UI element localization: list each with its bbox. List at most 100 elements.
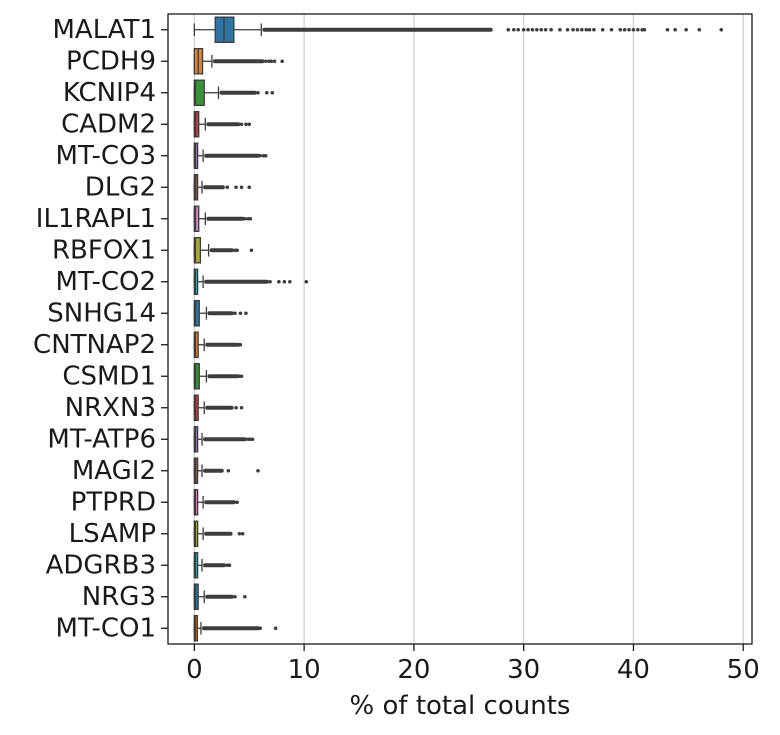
outlier-KCNIP4-0 [256,90,260,95]
outlier-MAGI2-0 [226,468,231,473]
box-plot-series [193,16,724,642]
outlier-MALAT1-13 [575,27,580,32]
x-tick-label-0: 0 [186,655,203,685]
y-tick-label-MAGI2: MAGI2 [72,456,156,486]
box-PCDH9 [193,48,284,75]
outlier-MT-CO2-1 [277,279,281,284]
box-iqr-IL1RAPL1 [193,205,200,232]
outlier-MALAT1-18 [600,27,605,32]
outlier-MT-CO3-0 [258,153,263,158]
outlier-MALAT1-29 [684,27,688,32]
outlier-PCDH9-3 [272,59,277,64]
outlier-MT-CO2-3 [288,279,292,284]
box-MAGI2 [193,457,260,484]
outlier-SNHG14-0 [233,311,237,316]
outlier-CNTNAP2-0 [238,342,243,347]
outlier-MALAT1-0 [506,27,511,32]
outlier-MT-CO1-0 [258,626,263,631]
outlier-RBFOX1-2 [249,248,254,253]
outlier-MT-CO2-4 [304,279,309,284]
outlier-NRXN3-1 [239,405,244,410]
outlier-MALAT1-27 [665,27,670,32]
outlier-MALAT1-14 [580,27,584,32]
y-tick-label-LSAMP: LSAMP [69,519,156,549]
outlier-MALAT1-4 [526,27,530,32]
y-tick-label-MALAT1: MALAT1 [53,15,157,45]
box-MT-CO2 [193,268,309,295]
outlier-CADM2-2 [247,122,252,127]
outlier-SNHG14-2 [244,311,248,316]
outlier-CADM2-0 [239,122,244,127]
y-tick-label-NRG3: NRG3 [82,582,156,612]
y-tick-label-ADGRB3: ADGRB3 [46,550,156,580]
outlier-MALAT1-16 [587,27,592,32]
y-tick-label-PCDH9: PCDH9 [66,46,156,76]
outlier-CSMD1-1 [239,374,244,379]
y-tick-label-MT-CO3: MT-CO3 [56,141,156,171]
outlier-IL1RAPL1-2 [248,216,253,221]
box-KCNIP4 [193,79,275,107]
outlier-MALAT1-6 [535,27,539,32]
outlier-MT-CO2-2 [282,279,287,284]
box-IL1RAPL1 [193,205,253,232]
outlier-PTPRD-0 [235,500,239,505]
box-iqr-NRXN3 [193,394,199,421]
box-iqr-NRG3 [193,583,199,611]
outlier-MALAT1-28 [673,27,677,32]
outlier-MALAT1-19 [609,27,614,32]
x-tick-label-10: 10 [288,655,321,685]
outlier-MALAT1-31 [719,27,724,32]
x-tick-label-40: 40 [617,655,650,685]
outlier-MALAT1-23 [631,27,636,32]
y-tick-label-SNHG14: SNHG14 [47,298,156,328]
plot-frame [167,13,753,645]
outlier-SNHG14-1 [238,311,243,316]
box-iqr-CADM2 [193,111,200,138]
outlier-MT-CO3-2 [263,153,268,158]
outlier-MALAT1-21 [622,27,627,32]
outlier-MALAT1-15 [584,27,589,32]
box-RBFOX1 [193,236,254,264]
box-iqr-CNTNAP2 [193,331,199,358]
outlier-ADGRB3-1 [227,563,232,568]
outlier-MALAT1-5 [530,27,535,32]
y-axis-ticks: MALAT1PCDH9KCNIP4CADM2MT-CO3DLG2IL1RAPL1… [33,15,168,643]
outlier-MALAT1-26 [642,27,647,32]
outlier-LSAMP-1 [240,531,245,536]
outlier-MALAT1-20 [618,27,623,32]
box-MT-ATP6 [193,425,255,453]
outlier-MALAT1-10 [558,27,562,32]
outlier-NRG3-1 [243,594,247,599]
y-tick-label-CADM2: CADM2 [61,109,156,139]
outlier-MALAT1-30 [697,27,702,32]
outlier-MALAT1-12 [571,27,575,32]
outlier-MT-ATP6-2 [250,437,255,442]
box-MT-CO1 [193,615,278,642]
outlier-MALAT1-3 [521,27,526,32]
outlier-PCDH9-0 [263,59,268,64]
y-tick-label-MT-CO1: MT-CO1 [56,613,156,643]
box-SNHG14 [193,299,248,327]
y-tick-label-PTPRD: PTPRD [71,487,156,517]
outlier-MT-CO1-1 [273,626,278,631]
outlier-MALAT1-17 [592,27,596,32]
x-axis-label: % of total counts [350,691,571,721]
outlier-MALAT1-8 [543,27,548,32]
x-tick-label-50: 50 [727,655,760,685]
box-ADGRB3 [193,552,232,579]
box-iqr-KCNIP4 [193,79,205,107]
box-iqr-RBFOX1 [193,236,202,264]
box-LSAMP [193,520,245,548]
box-MALAT1 [193,16,724,44]
box-iqr-SNHG14 [193,299,200,327]
outlier-MALAT1-24 [636,27,640,32]
outlier-CADM2-1 [244,122,248,127]
box-iqr-CSMD1 [193,362,200,390]
y-tick-label-CNTNAP2: CNTNAP2 [33,330,156,360]
box-MT-CO3 [193,142,268,169]
outlier-RBFOX1-1 [235,248,239,253]
outlier-MAGI2-1 [256,468,260,473]
outlier-IL1RAPL1-0 [243,216,247,221]
outlier-NRG3-0 [233,594,237,599]
